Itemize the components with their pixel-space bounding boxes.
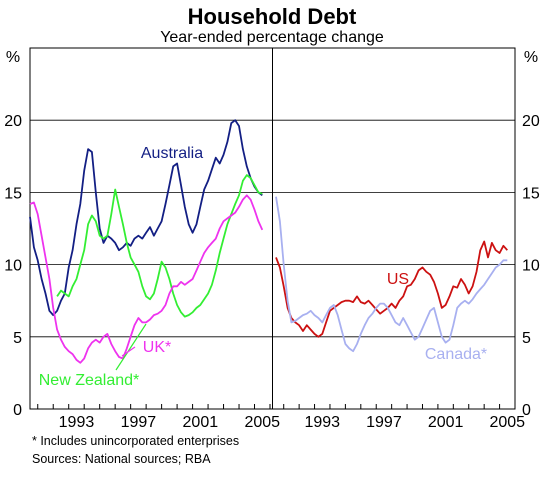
y-tick-label-right: 0 — [522, 402, 531, 419]
y-tick-label-right: 15 — [522, 185, 540, 202]
y-tick-label-right: 5 — [522, 330, 531, 347]
y-tick-label-left: 20 — [4, 113, 22, 130]
x-tick-label: 2005 — [489, 414, 525, 431]
x-tick-label: 2005 — [244, 414, 280, 431]
x-tick-label: 1997 — [366, 414, 402, 431]
series-label-canada: Canada* — [425, 346, 487, 363]
series-line-new-zealand — [56, 174, 263, 318]
y-tick-label-right: 20 — [522, 113, 540, 130]
y-tick-label-left: 5 — [13, 330, 22, 347]
series-label-australia: Australia — [141, 145, 203, 162]
chart-title: Household Debt — [187, 4, 357, 29]
series-line-uk — [29, 194, 264, 364]
x-tick-label: 1997 — [121, 414, 157, 431]
new-zealand-leader-line — [115, 323, 147, 371]
y-tick-label-left: 15 — [4, 185, 22, 202]
series-label-new-zealand: New Zealand* — [39, 372, 140, 389]
x-tick-label: 2001 — [428, 414, 464, 431]
chart-subtitle: Year-ended percentage change — [160, 29, 384, 46]
x-tick-label: 2001 — [183, 414, 219, 431]
y-axis-unit-left: % — [6, 49, 20, 66]
y-tick-label-right: 10 — [522, 258, 540, 275]
y-axis-unit-right: % — [524, 49, 538, 66]
series-line-us — [275, 240, 508, 338]
footnote-sources: Sources: National sources; RBA — [32, 452, 211, 466]
series-label-uk: UK* — [143, 339, 171, 356]
series-line-australia — [29, 119, 263, 316]
series-line-canada — [275, 196, 508, 353]
series-label-us: US — [387, 271, 409, 288]
y-tick-label-left: 10 — [4, 258, 22, 275]
uk-leader-line — [121, 346, 136, 357]
x-tick-label: 1993 — [304, 414, 340, 431]
x-tick-label: 1993 — [59, 414, 95, 431]
y-tick-label-left: 0 — [13, 402, 22, 419]
footnote-asterisk: * Includes unincorporated enterprises — [32, 434, 240, 448]
